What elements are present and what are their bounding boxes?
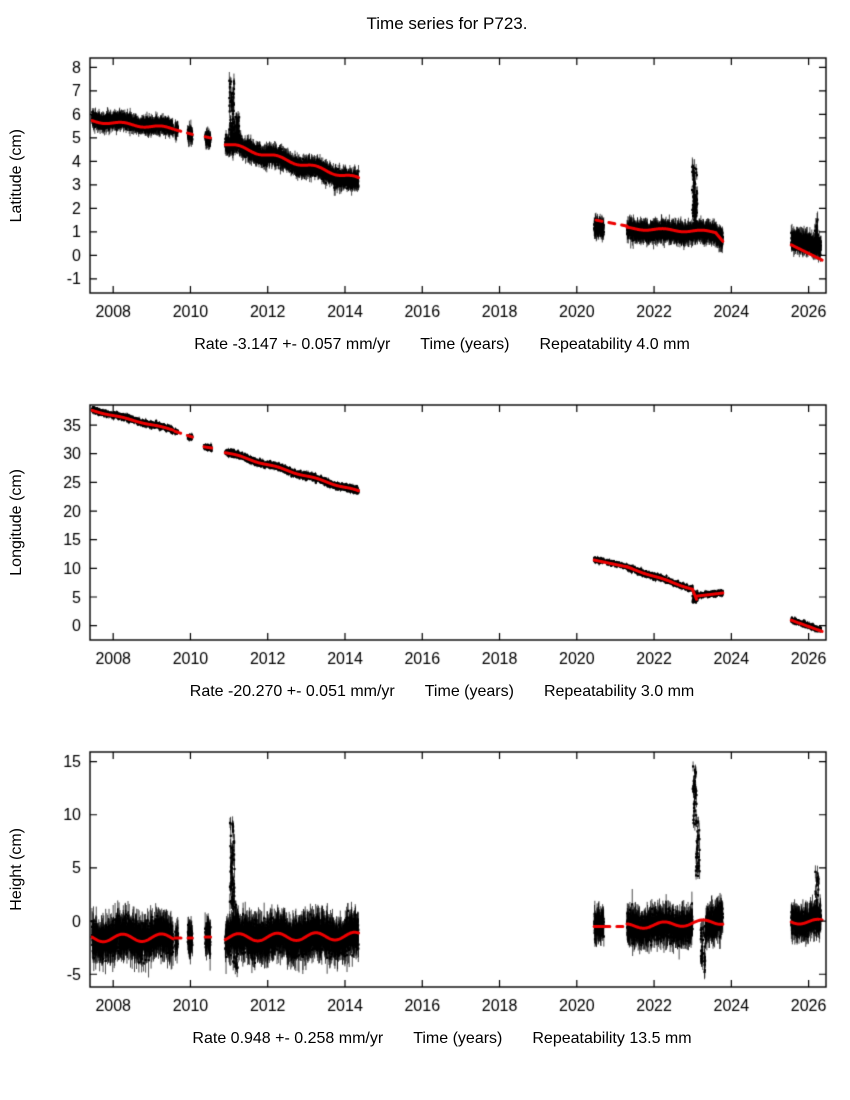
height-panel: Height (cm) Rate 0.948 +- 0.258 mm/yr Ti… [0, 742, 850, 1051]
height-caption: Rate 0.948 +- 0.258 mm/yr Time (years) R… [34, 1027, 850, 1051]
height-ylabel-wrap: Height (cm) [0, 742, 34, 997]
latitude-panel: Latitude (cm) Rate -3.147 +- 0.057 mm/yr… [0, 48, 850, 357]
longitude-axis-label: Longitude (cm) [8, 469, 25, 576]
longitude-ylabel-wrap: Longitude (cm) [0, 395, 34, 650]
height-plot-canvas [34, 742, 850, 1027]
height-rate-text: Rate 0.948 +- 0.258 mm/yr [192, 1030, 384, 1047]
latitude-caption: Rate -3.147 +- 0.057 mm/yr Time (years) … [34, 333, 850, 357]
longitude-panel: Longitude (cm) Rate -20.270 +- 0.051 mm/… [0, 395, 850, 704]
latitude-ylabel-wrap: Latitude (cm) [0, 48, 34, 303]
longitude-rate-text: Rate -20.270 +- 0.051 mm/yr [189, 683, 395, 700]
longitude-repeatability-text: Repeatability 3.0 mm [543, 683, 695, 700]
latitude-repeatability-text: Repeatability 4.0 mm [539, 336, 690, 353]
latitude-rate-text: Rate -3.147 +- 0.057 mm/yr [194, 336, 391, 353]
longitude-x-axis-label: Time (years) [424, 683, 514, 700]
longitude-caption: Rate -20.270 +- 0.051 mm/yr Time (years)… [34, 680, 850, 704]
latitude-axis-label: Latitude (cm) [8, 128, 25, 223]
height-axis-label: Height (cm) [8, 828, 25, 911]
height-repeatability-text: Repeatability 13.5 mm [532, 1030, 692, 1047]
latitude-x-axis-label: Time (years) [420, 336, 510, 353]
figure-title: Time series for P723. [366, 14, 528, 33]
longitude-plot-canvas [34, 395, 850, 680]
height-x-axis-label: Time (years) [413, 1030, 503, 1047]
latitude-plot-canvas [34, 48, 850, 333]
